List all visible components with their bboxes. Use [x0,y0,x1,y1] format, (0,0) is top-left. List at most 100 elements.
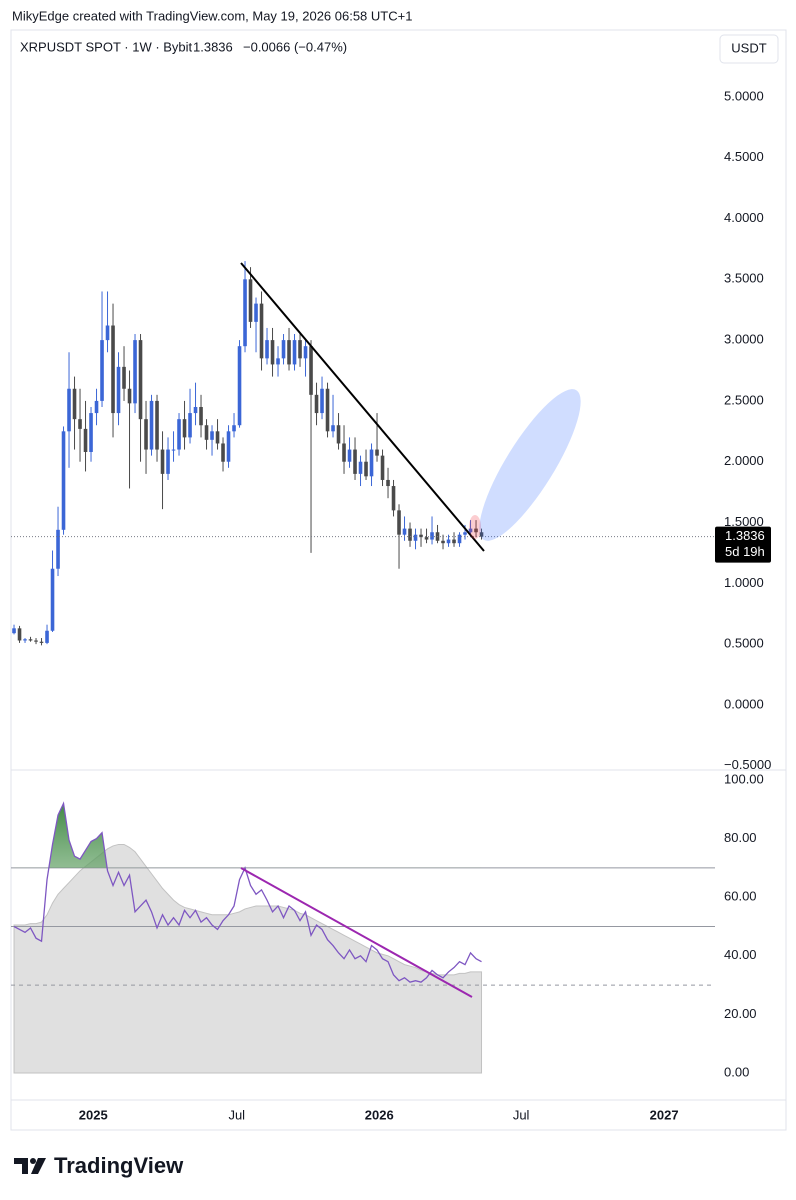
candle-body [457,534,462,544]
candle-body [155,400,159,450]
candle-body [78,419,82,429]
currency-button[interactable] [719,34,779,64]
candle-body [314,394,319,414]
y-tick-label: 80.00 [724,830,757,845]
candle-body [138,340,143,420]
candle-body [226,431,231,462]
y-tick-label: 100.00 [724,771,764,786]
candle-body [391,486,396,511]
price-pane [11,261,715,646]
candle-body [287,340,291,365]
candle-body [72,388,77,420]
currency-label[interactable]: USDT [731,40,766,55]
candle-body [441,540,445,544]
candle-body [188,413,192,438]
candle-body [56,529,60,569]
candle-body [463,532,467,535]
x-tick-label: 2026 [365,1107,394,1122]
candle-body [100,340,104,401]
candle-body [243,279,247,347]
last-price-label: 1.3836 [725,528,765,543]
candle-body [446,539,451,544]
header-price: 1.3836 [193,39,233,54]
highlight-ellipse [469,515,481,539]
candle-body [331,425,335,432]
candle-body [325,388,330,432]
price-trendline [240,262,485,552]
candle-body [116,366,121,414]
candle-body [94,400,99,414]
candle-body [67,388,71,432]
candle-body [221,443,225,462]
candle-body [281,340,286,359]
candle-body [215,431,220,444]
y-tick-label: 5.0000 [724,88,764,103]
y-tick-label: 0.0000 [724,696,764,711]
y-tick-label: 3.0000 [724,332,764,347]
candle-body [380,455,385,480]
projection-ellipse [479,389,581,541]
y-tick-label: 2.5000 [724,392,764,407]
last-price-box [715,526,771,563]
y-tick-label: 60.00 [724,889,757,904]
candle-body [45,630,49,643]
candle-body [292,340,297,365]
rsi-line [13,801,482,983]
candle-body [89,413,93,452]
candle-body [61,431,66,530]
symbol-title: XRPUSDT SPOT · 1W · Bybit [20,39,193,54]
x-tick-label: 2025 [79,1107,108,1122]
axes: 5.0000 4.5000 4.0000 3.5000 3.0000 2.5000 2.00… [79,88,772,1122]
candle-body [254,303,258,322]
candle-body [402,528,407,535]
candle-body [248,279,253,322]
candle-body [358,461,363,474]
rsi-trendline [240,867,473,998]
y-tick-label: 40.00 [724,947,757,962]
candle-body [364,461,368,477]
candle-body [237,346,242,426]
candle-body [347,449,352,462]
y-tick-label: 3.5000 [724,271,764,286]
logo [14,1158,46,1174]
candle-body [193,406,198,414]
candle-body [50,568,55,631]
candle-body [149,400,154,450]
candle-body [369,449,374,477]
candle-body [171,449,176,451]
y-tick-label: 1.0000 [724,575,764,590]
candle-body [12,628,16,634]
candle-body [309,346,313,395]
candle-body [122,366,126,389]
candle-body [17,628,22,641]
candle-body [419,534,423,538]
y-tick-label: 1.5000 [724,514,764,529]
candle-body [298,340,302,359]
candle-body [232,425,236,432]
candle-body [83,428,88,452]
header-change: −0.0066 (−0.47%) [243,39,347,54]
candle-body [166,449,170,474]
candle-body [204,425,209,440]
y-tick-label: 2.0000 [724,453,764,468]
candle-body [303,346,308,359]
candle-body [430,532,434,540]
candle-body [342,443,346,462]
candle-body [397,510,401,535]
candle-body [111,325,115,414]
candle-body [199,406,203,426]
candle-body [468,528,473,533]
candle-body [182,419,187,438]
candle-body [265,340,269,359]
candle-body [413,534,418,541]
candle-body [210,431,214,440]
candle-body [353,449,357,474]
candle-body [479,532,484,537]
candle-body [276,358,280,365]
y-tick-label: 4.0000 [724,210,764,225]
candle-body [386,479,390,487]
rsi-pane [11,801,715,1074]
y-tick-label: −0.5000 [724,757,771,772]
